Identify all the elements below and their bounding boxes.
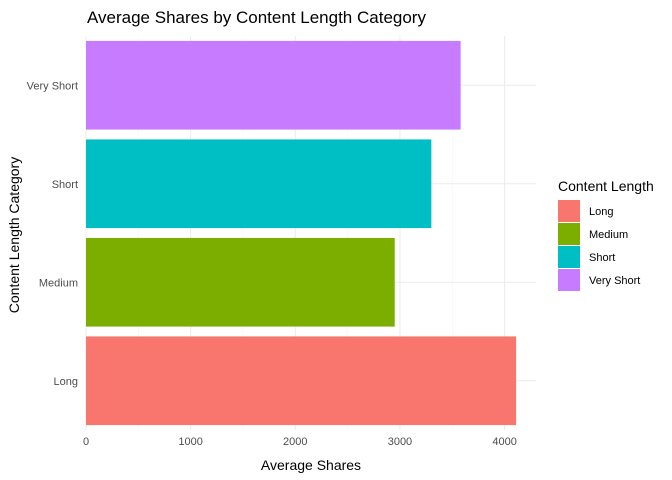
x-tick-label: 3000	[388, 436, 412, 448]
legend-item: Short	[558, 246, 615, 268]
x-axis-title: Average Shares	[261, 457, 361, 473]
legend: Content Length Long Medium Short Very Short	[558, 178, 654, 291]
bar-short	[86, 139, 432, 229]
bars	[86, 40, 517, 426]
legend-label: Short	[589, 252, 615, 264]
bar-medium	[86, 237, 395, 327]
y-axis-title: Content Length Category	[6, 157, 22, 313]
y-tick-label: Medium	[39, 277, 78, 289]
legend-label: Long	[589, 206, 613, 218]
legend-swatch	[558, 246, 580, 268]
y-tick-label: Long	[54, 376, 78, 388]
bar-very-short	[86, 40, 461, 130]
legend-item: Very Short	[558, 269, 640, 291]
y-tick-label: Short	[52, 179, 78, 191]
legend-item: Medium	[558, 223, 628, 245]
x-tick-label: 0	[83, 436, 89, 448]
x-tick-label: 2000	[283, 436, 307, 448]
x-tick-label: 4000	[492, 436, 516, 448]
bar-long	[86, 336, 517, 426]
legend-swatch	[558, 223, 580, 245]
legend-swatch	[558, 269, 580, 291]
legend-label: Medium	[589, 229, 628, 241]
y-axis-tick-labels: Long Medium Short Very Short	[27, 80, 78, 388]
legend-label: Very Short	[589, 275, 640, 287]
legend-title: Content Length	[558, 178, 654, 194]
x-tick-label: 1000	[178, 436, 202, 448]
x-axis-tick-labels: 0 1000 2000 3000 4000	[83, 436, 517, 448]
y-tick-label: Very Short	[27, 80, 78, 92]
legend-items: Long Medium Short Very Short	[558, 200, 640, 291]
legend-item: Long	[558, 200, 613, 222]
chart-title: Average Shares by Content Length Categor…	[87, 8, 426, 27]
legend-swatch	[558, 200, 580, 222]
